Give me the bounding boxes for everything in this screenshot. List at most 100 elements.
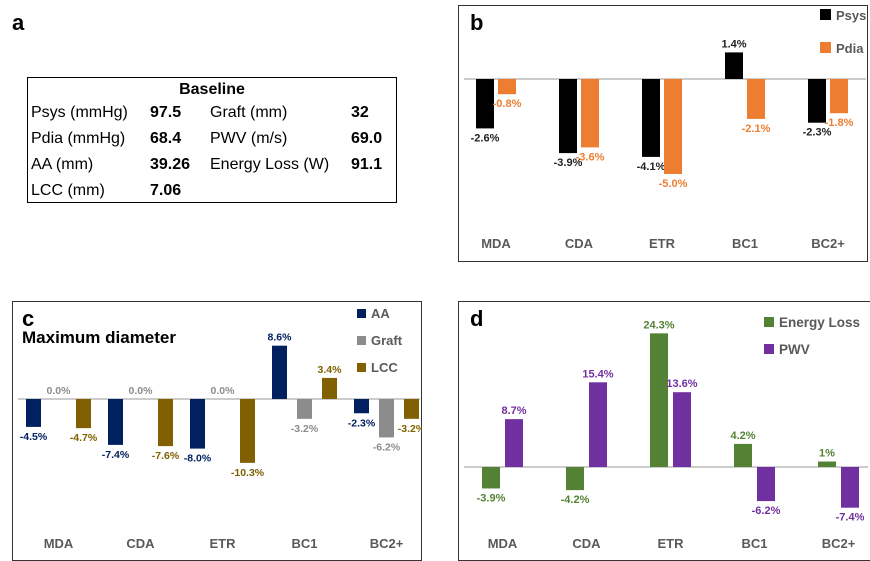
- bar-pwv-bc1: [757, 467, 775, 502]
- legend-swatch: [357, 336, 366, 345]
- bar-energy-loss-mda: [482, 467, 500, 489]
- data-label: -7.4%: [836, 512, 865, 524]
- category-label: ETR: [649, 236, 676, 251]
- bar-psys-bc1: [725, 52, 743, 79]
- legend-label: Psys: [836, 8, 866, 23]
- data-label: 1%: [819, 448, 835, 460]
- row3-label2: Energy Loss (W): [210, 156, 330, 173]
- data-label: -0.8%: [493, 98, 522, 110]
- baseline-title: Baseline: [179, 81, 245, 98]
- row2-label1: Pdia (mmHg): [31, 130, 126, 147]
- bar-pdia-bc2plus: [830, 79, 848, 114]
- category-label: BC2+: [822, 536, 856, 551]
- row1-label1: Psys (mmHg): [31, 104, 128, 121]
- data-label: -2.3%: [348, 417, 376, 429]
- bar-pdia-mda: [498, 79, 516, 95]
- data-label: -3.9%: [477, 492, 506, 504]
- data-label: -5.0%: [659, 178, 688, 190]
- data-label: -2.1%: [742, 123, 771, 135]
- bar-lcc-mda: [76, 399, 91, 429]
- bar-lcc-cda: [158, 399, 173, 447]
- data-label: -3.2%: [398, 423, 422, 435]
- data-label: -2.3%: [803, 127, 832, 139]
- data-label: -7.4%: [102, 449, 130, 461]
- category-label: BC2+: [370, 536, 404, 551]
- data-label: 8.7%: [501, 405, 526, 417]
- category-label: CDA: [572, 536, 601, 551]
- data-label: 13.6%: [666, 378, 697, 390]
- data-label: -2.6%: [471, 132, 500, 144]
- data-label: 24.3%: [643, 319, 674, 331]
- category-label: BC1: [291, 536, 317, 551]
- legend-swatch: [764, 344, 774, 354]
- row4-label1: LCC (mm): [31, 182, 105, 199]
- bar-energy-loss-cda: [566, 467, 584, 491]
- bar-pwv-mda: [505, 419, 523, 467]
- bar-energy-loss-etr: [650, 333, 668, 467]
- category-label: CDA: [126, 536, 155, 551]
- legend-swatch: [820, 9, 831, 20]
- data-label: 0.0%: [211, 385, 236, 397]
- bar-pdia-etr: [664, 79, 682, 174]
- category-label: CDA: [565, 236, 594, 251]
- bar-graft-bc2plus: [379, 399, 394, 438]
- category-label: MDA: [44, 536, 74, 551]
- bar-aa-cda: [108, 399, 123, 445]
- legend-swatch: [764, 317, 774, 327]
- bar-aa-bc2plus: [354, 399, 369, 414]
- bar-energy-loss-bc1: [734, 443, 752, 467]
- baseline-table: Baseline Psys (mmHg) 97.5 Graft (mm) 32 …: [27, 77, 397, 203]
- bar-pwv-cda: [589, 382, 607, 467]
- data-label: -4.2%: [561, 494, 590, 506]
- data-label: -8.0%: [184, 453, 212, 465]
- data-label: 4.2%: [730, 430, 755, 442]
- bar-pwv-etr: [673, 392, 691, 467]
- category-label: BC1: [741, 536, 767, 551]
- legend-label: Energy Loss: [779, 315, 860, 330]
- data-label: 3.4%: [318, 364, 343, 376]
- legend-swatch: [820, 42, 831, 53]
- bar-pdia-cda: [581, 79, 599, 148]
- legend-label: LCC: [371, 360, 398, 375]
- row1-value2: 32: [351, 104, 369, 121]
- panel-a-letter: a: [12, 10, 25, 35]
- bar-lcc-etr: [240, 399, 255, 463]
- bar-aa-mda: [26, 399, 41, 427]
- row4-value1: 7.06: [150, 182, 182, 199]
- bar-energy-loss-bc2plus: [818, 461, 836, 467]
- data-label: -3.6%: [576, 151, 605, 163]
- bar-psys-etr: [642, 79, 660, 157]
- data-label: 15.4%: [582, 368, 613, 380]
- row3-value2: 91.1: [351, 156, 383, 173]
- row1-value1: 97.5: [150, 104, 182, 121]
- bar-aa-bc1: [272, 345, 287, 399]
- chart-b: -2.6% -0.8% MDA -3.9%-3.6% CDA -4.1% -5.0% ETR 1…: [464, 8, 866, 251]
- data-label: -4.1%: [637, 161, 666, 173]
- data-label: -7.6%: [152, 450, 180, 462]
- bar-psys-bc2plus: [808, 79, 826, 123]
- bar-lcc-bc1: [322, 377, 337, 399]
- row3-value1: 39.26: [150, 156, 191, 173]
- bar-psys-mda: [476, 79, 494, 129]
- bar-graft-bc1: [297, 399, 312, 419]
- row3-label1: AA (mm): [31, 156, 94, 173]
- category-label: ETR: [658, 536, 685, 551]
- legend-label: Pdia: [836, 41, 864, 56]
- row2-value2: 69.0: [351, 130, 383, 147]
- legend-label: AA: [371, 306, 390, 321]
- chart-c: Maximum diameter -4.5% 0.0% -4.7% MDA -7.4% 0.…: [18, 306, 422, 551]
- bar-lcc-bc2plus: [404, 399, 419, 419]
- panel-b-letter: b: [470, 10, 484, 35]
- data-label: -4.7%: [70, 432, 98, 444]
- data-label: -6.2%: [752, 505, 781, 517]
- chart-title: Maximum diameter: [22, 328, 176, 347]
- chart-d: -3.9% 8.7% MDA -4.2% 15.4% CDA 24.3% 13.6% ETR 4.…: [464, 315, 868, 551]
- bar-aa-etr: [190, 399, 205, 449]
- data-label: 1.4%: [721, 38, 746, 50]
- data-label: 0.0%: [129, 385, 154, 397]
- legend-label: Graft: [371, 333, 403, 348]
- legend-swatch: [357, 363, 366, 372]
- panel-d-letter: d: [470, 306, 484, 331]
- data-label: -10.3%: [231, 467, 265, 479]
- panel-c-letter: c: [22, 306, 35, 331]
